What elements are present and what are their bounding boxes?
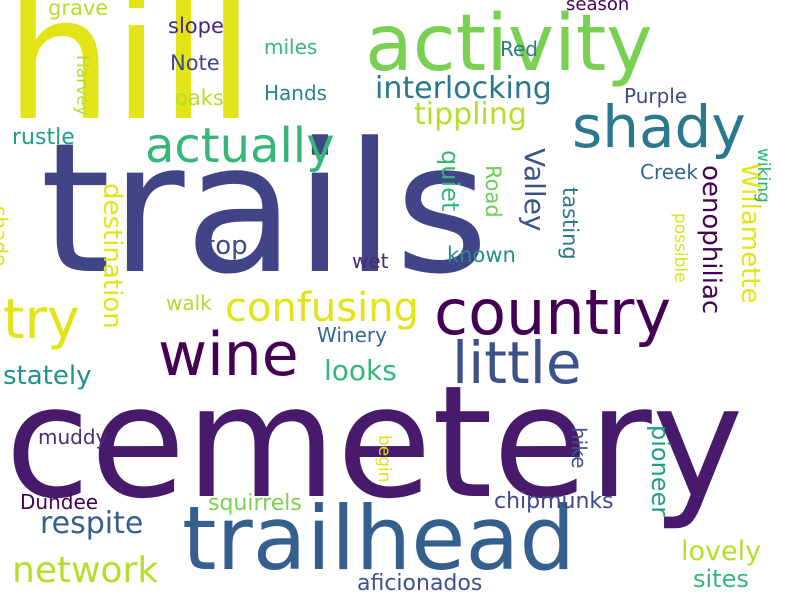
word-winery: Winery: [317, 323, 387, 347]
word-hands: Hands: [264, 81, 328, 105]
word-quiet: quiet: [436, 150, 464, 212]
word-chipmunks: chipmunks: [494, 489, 614, 514]
word-grave: grave: [48, 0, 109, 20]
word-possible: possible: [670, 213, 690, 283]
word-known: known: [447, 243, 516, 267]
word-top: top: [205, 231, 248, 261]
word-squirrels: squirrels: [208, 491, 302, 516]
word-purple: Purple: [624, 84, 688, 108]
word-wet: wet: [352, 249, 389, 273]
word-rustle: rustle: [12, 125, 75, 150]
word-dundee: Dundee: [20, 490, 99, 514]
word-red: Red: [500, 37, 538, 61]
word-destination: destination: [97, 183, 127, 329]
word-confusing: confusing: [225, 285, 419, 331]
word-stately: stately: [3, 361, 92, 391]
word-miles: miles: [264, 35, 318, 59]
word-tasting: tasting: [558, 187, 582, 260]
word-activity: activity: [365, 0, 653, 89]
word-little: little: [452, 329, 582, 397]
word-shady: shady: [572, 93, 746, 161]
word-country: country: [434, 276, 672, 349]
word-network: network: [12, 550, 159, 591]
word-oaks: oaks: [175, 86, 224, 110]
word-cemetery: cemetery: [5, 352, 744, 533]
word-shade: shade: [0, 206, 12, 267]
word-creek: Creek: [640, 160, 698, 184]
word-actually: actually: [145, 118, 335, 174]
word-tippling: tippling: [414, 97, 527, 132]
word-trailhead: trailhead: [182, 487, 576, 590]
word-interlocking: interlocking: [375, 71, 552, 106]
word-muddy: muddy: [38, 425, 108, 449]
word-walk: walk: [166, 291, 212, 315]
word-oenophiliac: oenophiliac: [696, 165, 726, 315]
word-wine: wine: [158, 320, 299, 390]
word-respite: respite: [40, 506, 144, 541]
word-season: season: [566, 0, 630, 15]
word-begin: begin: [374, 435, 394, 483]
word-trails: trails: [40, 105, 489, 314]
word-wiking: wiking: [753, 148, 773, 203]
word-harvey: Harvey: [72, 55, 92, 116]
word-hike: hike: [567, 427, 591, 469]
word-try: try: [3, 287, 80, 351]
word-looks: looks: [324, 354, 397, 387]
word-note: Note: [170, 51, 220, 75]
word-hill: hill: [5, 0, 255, 159]
word-aficionados: aficionados: [357, 571, 483, 596]
word-slope: slope: [168, 14, 224, 38]
word-pioneer: pioneer: [646, 425, 674, 517]
word-lovely: lovely: [681, 536, 762, 567]
word-sites: sites: [693, 565, 749, 593]
word-road: Road: [481, 165, 505, 218]
word-valley: Valley: [518, 148, 551, 232]
